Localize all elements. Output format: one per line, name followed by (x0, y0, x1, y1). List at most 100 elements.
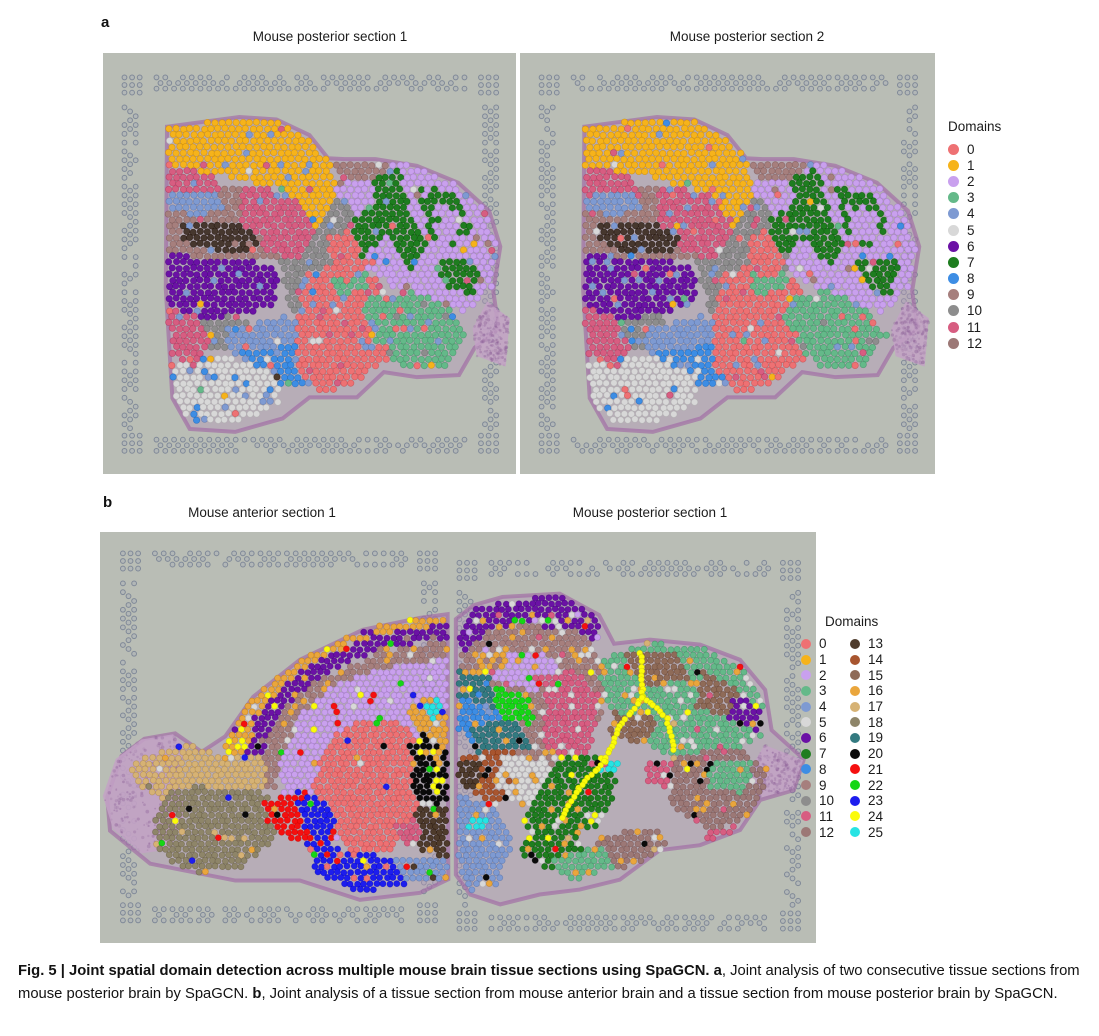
legend-item-6: 6 (801, 730, 834, 746)
domain-color-dot (948, 240, 959, 252)
domain-color-dot (948, 305, 959, 317)
legend-item-4: 4 (801, 699, 834, 715)
domain-color-dot (948, 208, 959, 220)
domain-color-dot (850, 701, 861, 712)
domain-label: 5 (967, 222, 975, 238)
legend-item-6: 6 (948, 238, 982, 254)
domain-label: 6 (967, 238, 975, 254)
legend-panel-a: Domains 0 1 2 3 4 5 6 7 8 9 10 11 12 (948, 119, 1001, 351)
domain-color-dot (801, 764, 811, 775)
domain-color-dot (948, 337, 959, 349)
domain-label: 4 (819, 699, 827, 715)
legend-item-16: 16 (850, 683, 883, 699)
domain-color-dot (948, 321, 959, 333)
domain-color-dot (948, 224, 959, 236)
legend-item-1: 1 (801, 652, 834, 668)
legend-item-18: 18 (850, 714, 883, 730)
domain-label: 21 (868, 761, 884, 777)
domain-color-dot (850, 811, 861, 822)
domain-label: 10 (967, 303, 983, 319)
domain-color-dot (850, 827, 861, 838)
domain-color-dot (801, 670, 811, 681)
domain-color-dot (850, 764, 861, 775)
legend-item-22: 22 (850, 777, 883, 793)
domain-color-dot (801, 795, 811, 806)
domain-label: 8 (819, 761, 827, 777)
legend-title: Domains (948, 119, 1002, 134)
domain-label: 6 (819, 730, 827, 746)
domain-label: 17 (868, 699, 884, 715)
legend-item-3: 3 (801, 683, 834, 699)
domain-color-dot (850, 654, 861, 665)
domain-color-dot (948, 256, 959, 268)
legend-item-8: 8 (948, 271, 982, 287)
legend-item-1: 1 (948, 157, 982, 173)
domain-label: 1 (967, 157, 975, 173)
legend-item-10: 10 (948, 303, 982, 319)
domain-label: 2 (819, 667, 827, 683)
legend-item-14: 14 (850, 652, 883, 668)
domain-label: 9 (967, 287, 975, 303)
domain-color-dot (801, 780, 811, 791)
legend-panel-b: Domains 0 1 2 3 4 5 6 7 8 9 10 11 12 13 14 15 16 17 18 19 20 2… (801, 614, 883, 840)
legend-item-5: 5 (801, 714, 834, 730)
domain-label: 12 (819, 824, 835, 840)
domain-color-dot (801, 748, 811, 759)
legend-item-9: 9 (948, 287, 982, 303)
domain-label: 2 (967, 173, 975, 189)
legend-item-24: 24 (850, 809, 883, 825)
domain-color-dot (801, 701, 811, 712)
domain-label: 18 (868, 714, 884, 730)
figure-caption: Fig. 5 | Joint spatial domain detection … (18, 960, 1082, 1005)
domain-label: 23 (868, 793, 884, 809)
domain-color-dot (948, 192, 959, 204)
panel-b-title-2: Mouse posterior section 1 (572, 505, 728, 520)
domain-color-dot (850, 685, 861, 696)
domain-label: 1 (819, 652, 827, 668)
caption-segment: Fig. 5 | Joint spatial domain detection … (18, 963, 714, 979)
domain-label: 19 (868, 730, 884, 746)
legend-item-12: 12 (801, 824, 834, 840)
domain-color-dot (850, 780, 861, 791)
domain-label: 4 (967, 206, 975, 222)
domain-label: 13 (868, 636, 884, 652)
caption-segment: a (713, 963, 722, 979)
domain-label: 16 (868, 683, 884, 699)
legend-item-4: 4 (948, 206, 982, 222)
domain-color-dot (850, 717, 861, 728)
domain-color-dot (850, 732, 861, 743)
domain-color-dot (948, 289, 959, 301)
legend-item-20: 20 (850, 746, 883, 762)
caption-segment: b (252, 985, 262, 1002)
domain-label: 3 (819, 683, 827, 699)
panel-b-label: b (103, 494, 113, 511)
legend-item-10: 10 (801, 793, 834, 809)
legend-item-23: 23 (850, 793, 883, 809)
domain-label: 14 (868, 652, 884, 668)
domain-label: 22 (868, 777, 884, 793)
caption-segment: , Joint analysis of a tissue section fro… (261, 985, 1058, 1002)
domain-color-dot (948, 273, 959, 285)
legend-item-11: 11 (801, 809, 834, 825)
legend-item-19: 19 (850, 730, 883, 746)
domain-color-dot (801, 827, 811, 838)
panel-a-title-1: Mouse posterior section 1 (252, 29, 408, 44)
domain-color-dot (801, 638, 811, 649)
legend-item-15: 15 (850, 667, 883, 683)
legend-item-3: 3 (948, 190, 982, 206)
domain-label: 12 (967, 335, 983, 351)
domain-color-dot (850, 638, 861, 649)
domain-color-dot (801, 811, 811, 822)
panel-a-title-2: Mouse posterior section 2 (669, 29, 825, 44)
domain-color-dot (948, 175, 959, 187)
domain-color-dot (948, 159, 959, 171)
domain-label: 7 (967, 254, 975, 270)
legend-item-17: 17 (850, 699, 883, 715)
legend-item-9: 9 (801, 777, 834, 793)
panel-a-label: a (101, 14, 110, 31)
legend-item-0: 0 (801, 636, 834, 652)
legend-item-5: 5 (948, 222, 982, 238)
domain-label: 20 (868, 746, 884, 762)
domain-label: 11 (967, 319, 982, 335)
